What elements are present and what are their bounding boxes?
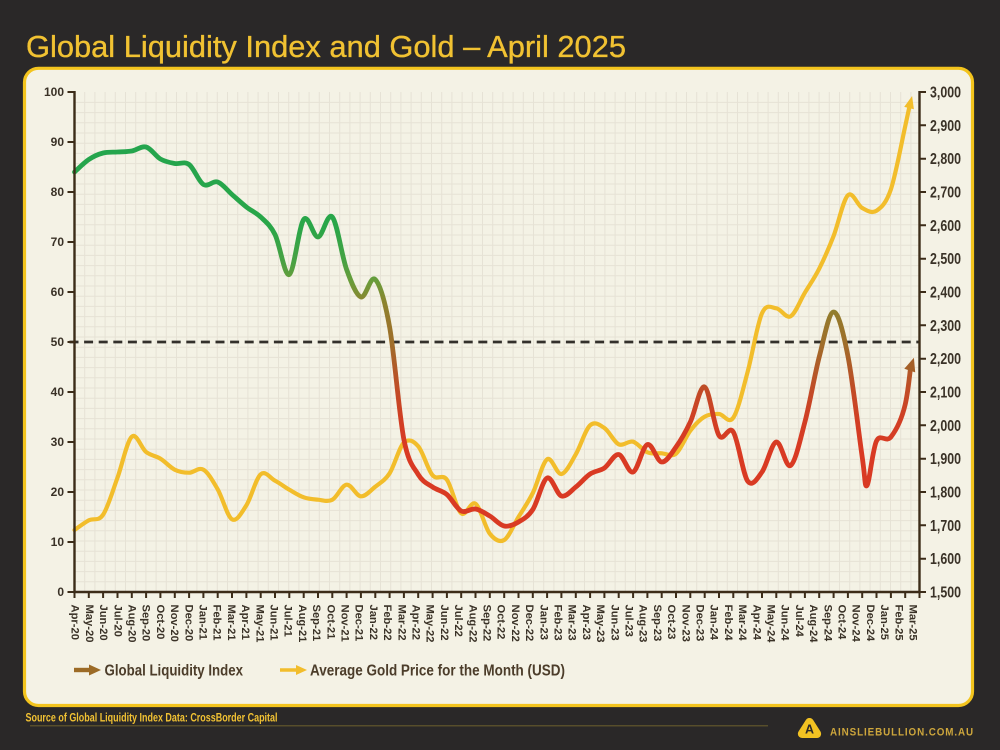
svg-text:0: 0: [57, 585, 64, 599]
svg-text:Jun-21: Jun-21: [268, 605, 280, 641]
svg-text:Jul-21: Jul-21: [282, 605, 294, 637]
svg-text:2,700: 2,700: [930, 185, 961, 202]
svg-text:10: 10: [51, 535, 65, 549]
svg-text:80: 80: [51, 185, 65, 199]
svg-text:Apr-21: Apr-21: [239, 605, 251, 640]
svg-text:Feb-21: Feb-21: [211, 605, 223, 641]
svg-text:Jun-20: Jun-20: [97, 605, 109, 641]
svg-text:Oct-23: Oct-23: [665, 605, 677, 640]
svg-text:Jun-24: Jun-24: [779, 605, 791, 642]
svg-text:1,800: 1,800: [930, 485, 961, 502]
svg-text:Oct-22: Oct-22: [495, 605, 507, 640]
svg-text:Global Liquidity Index and Gol: Global Liquidity Index and Gold – April …: [26, 29, 626, 64]
svg-text:20: 20: [51, 485, 65, 499]
svg-text:2,500: 2,500: [930, 251, 961, 268]
svg-text:2,600: 2,600: [930, 218, 961, 235]
svg-text:Oct-20: Oct-20: [154, 605, 166, 640]
svg-text:Aug-23: Aug-23: [637, 605, 649, 643]
svg-text:2,000: 2,000: [930, 418, 961, 435]
svg-text:Aug-24: Aug-24: [807, 605, 819, 644]
svg-text:Feb-23: Feb-23: [552, 605, 564, 641]
svg-text:Nov-22: Nov-22: [509, 605, 521, 642]
svg-text:Aug-21: Aug-21: [296, 605, 308, 643]
svg-text:Sep-23: Sep-23: [651, 605, 663, 642]
svg-text:Apr-20: Apr-20: [69, 605, 81, 640]
svg-text:2,900: 2,900: [930, 118, 961, 135]
svg-text:Jul-24: Jul-24: [793, 605, 805, 638]
svg-text:2,200: 2,200: [930, 351, 961, 368]
svg-text:Jan-23: Jan-23: [537, 605, 549, 640]
svg-text:May-23: May-23: [594, 605, 606, 643]
svg-text:Dec-22: Dec-22: [523, 605, 535, 642]
svg-text:Feb-22: Feb-22: [381, 605, 393, 641]
svg-text:Aug-22: Aug-22: [466, 605, 478, 643]
svg-text:40: 40: [51, 385, 65, 399]
svg-text:Sep-21: Sep-21: [310, 605, 322, 642]
svg-text:Oct-24: Oct-24: [836, 605, 848, 641]
svg-text:Mar-21: Mar-21: [225, 605, 237, 641]
svg-text:Dec-21: Dec-21: [353, 605, 365, 642]
svg-text:90: 90: [51, 135, 65, 149]
svg-text:Jun-22: Jun-22: [438, 605, 450, 641]
svg-text:Sep-20: Sep-20: [140, 605, 152, 642]
svg-text:May-21: May-21: [253, 605, 265, 643]
svg-text:60: 60: [51, 285, 65, 299]
svg-text:Apr-24: Apr-24: [750, 605, 762, 641]
svg-text:Mar-25: Mar-25: [907, 605, 919, 641]
svg-text:Source of Global Liquidity Ind: Source of Global Liquidity Index Data: C…: [26, 710, 278, 724]
svg-text:Aug-20: Aug-20: [126, 605, 138, 643]
svg-text:2,100: 2,100: [930, 385, 961, 402]
svg-text:1,600: 1,600: [930, 551, 961, 568]
svg-text:30: 30: [51, 435, 65, 449]
svg-text:May-20: May-20: [83, 605, 95, 643]
svg-text:Sep-22: Sep-22: [481, 605, 493, 642]
svg-text:Nov-20: Nov-20: [168, 605, 180, 642]
svg-text:2,300: 2,300: [930, 318, 961, 335]
svg-text:Nov-24: Nov-24: [850, 605, 862, 643]
svg-text:Jan-21: Jan-21: [197, 605, 209, 640]
svg-text:May-22: May-22: [424, 605, 436, 643]
svg-text:Dec-24: Dec-24: [864, 605, 876, 642]
svg-text:Dec-20: Dec-20: [182, 605, 194, 642]
svg-text:Jan-22: Jan-22: [367, 605, 379, 640]
svg-text:Feb-25: Feb-25: [892, 605, 904, 641]
svg-text:Jan-25: Jan-25: [878, 605, 890, 640]
svg-text:Apr-23: Apr-23: [580, 605, 592, 640]
svg-text:May-24: May-24: [765, 605, 777, 644]
svg-text:Apr-22: Apr-22: [410, 605, 422, 640]
svg-text:Feb-24: Feb-24: [722, 605, 734, 642]
svg-text:Nov-23: Nov-23: [679, 605, 691, 642]
svg-text:Dec-23: Dec-23: [694, 605, 706, 642]
svg-text:2,800: 2,800: [930, 151, 961, 168]
svg-text:2,400: 2,400: [930, 285, 961, 302]
svg-text:Jul-22: Jul-22: [452, 605, 464, 637]
svg-text:Jan-24: Jan-24: [708, 605, 720, 641]
svg-text:50: 50: [51, 335, 65, 349]
svg-text:Mar-24: Mar-24: [736, 605, 748, 642]
svg-text:1,700: 1,700: [930, 518, 961, 535]
svg-text:AINSLIEBULLION.COM.AU: AINSLIEBULLION.COM.AU: [830, 727, 974, 739]
svg-text:Nov-21: Nov-21: [339, 605, 351, 642]
svg-text:Jul-23: Jul-23: [623, 605, 635, 637]
svg-text:Average Gold Price for the Mon: Average Gold Price for the Month (USD): [310, 663, 565, 680]
svg-text:Oct-21: Oct-21: [324, 605, 336, 640]
svg-text:1,900: 1,900: [930, 451, 961, 468]
svg-text:Jul-20: Jul-20: [111, 605, 123, 637]
svg-text:Mar-22: Mar-22: [395, 605, 407, 641]
svg-text:Jun-23: Jun-23: [608, 605, 620, 641]
svg-text:70: 70: [51, 235, 65, 249]
svg-text:Global Liquidity Index: Global Liquidity Index: [105, 663, 244, 680]
svg-text:Mar-23: Mar-23: [566, 605, 578, 641]
svg-text:100: 100: [44, 85, 64, 99]
svg-text:Sep-24: Sep-24: [821, 605, 833, 642]
svg-text:A: A: [805, 723, 814, 737]
svg-text:3,000: 3,000: [930, 85, 961, 102]
svg-text:1,500: 1,500: [930, 585, 961, 602]
